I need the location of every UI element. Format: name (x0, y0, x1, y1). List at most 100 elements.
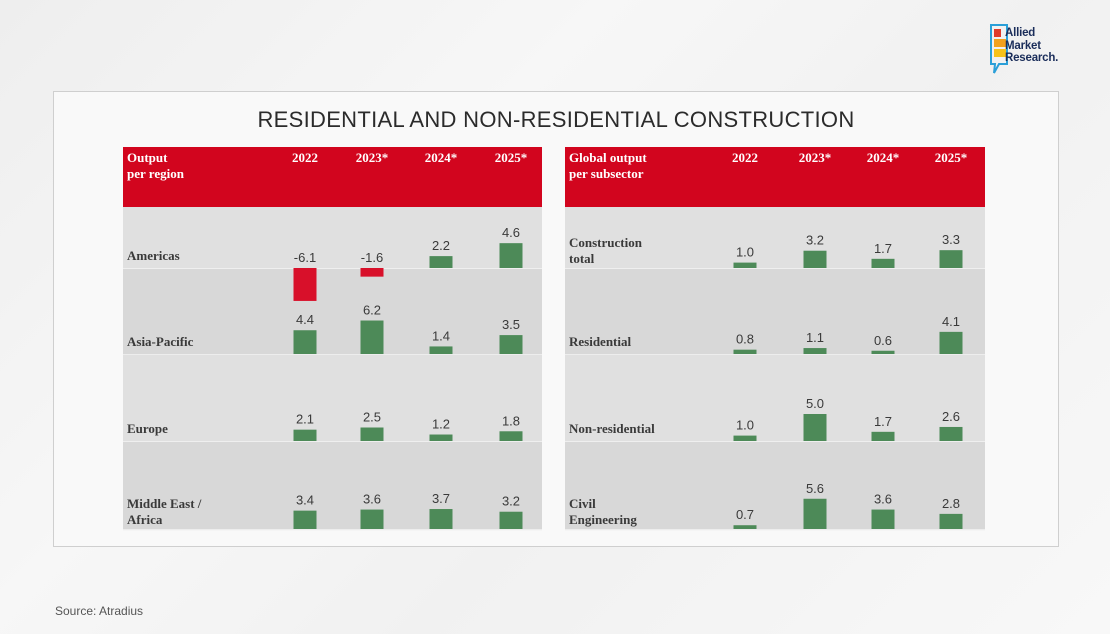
subsector-value-label: 0.6 (874, 333, 892, 348)
region-bar (360, 509, 384, 529)
region-header-label: per region (127, 166, 185, 181)
subsector-value-label: 1.7 (874, 414, 892, 429)
region-header-label: Output (127, 150, 168, 165)
subsector-bar (803, 414, 827, 441)
subsector-bar (803, 348, 827, 354)
region-value-label: 3.5 (502, 317, 520, 332)
subsector-header-bg (565, 147, 985, 207)
region-bar (293, 429, 317, 441)
subsector-value-label: 5.0 (806, 396, 824, 411)
subsector-row-bg (565, 355, 985, 442)
subsector-row-label: Construction (569, 235, 643, 250)
subsector-value-label: 1.1 (806, 330, 824, 345)
subsector-header-label: per subsector (569, 166, 644, 181)
subsector-row-bg (565, 442, 985, 530)
subsector-bar (733, 525, 757, 529)
region-bar (499, 431, 523, 441)
subsector-bar (939, 426, 963, 441)
subsector-bar (939, 513, 963, 529)
region-row-bg (123, 355, 542, 442)
subsector-row-label: total (569, 251, 595, 266)
region-bar (429, 434, 453, 441)
region-row-label: Asia-Pacific (127, 334, 194, 349)
region-value-label: 4.6 (502, 225, 520, 240)
logo-line-1: Allied (1005, 27, 1036, 39)
region-bar (499, 243, 523, 268)
subsector-year-2023-header: 2023* (799, 150, 832, 165)
subsector-bar (733, 262, 757, 268)
region-bar-negative (360, 268, 384, 277)
region-value-label: 3.7 (432, 491, 450, 506)
region-value-label: 3.6 (363, 492, 381, 507)
subsector-value-label: 2.6 (942, 409, 960, 424)
region-bar (429, 256, 453, 268)
region-value-label: 1.8 (502, 413, 520, 428)
region-bar (429, 346, 453, 354)
subsector-bar (803, 250, 827, 268)
region-row-label: Africa (127, 512, 163, 527)
subsector-bar (939, 331, 963, 354)
subsector-bar (871, 350, 895, 354)
region-bar (293, 330, 317, 354)
subsector-value-label: 3.3 (942, 232, 960, 247)
region-value-label: 4.4 (296, 312, 314, 327)
region-value-label: 2.2 (432, 238, 450, 253)
region-value-label: -6.1 (294, 250, 316, 265)
subsector-value-label: 4.1 (942, 314, 960, 329)
subsector-value-label: 1.0 (736, 245, 754, 260)
region-value-label: -1.6 (361, 250, 383, 265)
region-year-2025-header: 2025* (495, 150, 528, 165)
subsector-value-label: 1.0 (736, 418, 754, 433)
subsector-year-2024-header: 2024* (867, 150, 900, 165)
subsector-row-bg (565, 207, 985, 269)
subsector-year-2022-header: 2022 (732, 150, 758, 165)
chart-title: RESIDENTIAL AND NON-RESIDENTIAL CONSTRUC… (257, 107, 855, 132)
region-row-bg (123, 442, 542, 530)
logo-line-2: Market (1005, 39, 1041, 52)
subsector-value-label: 5.6 (806, 481, 824, 496)
subsector-row-bg (565, 269, 985, 355)
subsector-year-2025-header: 2025* (935, 150, 968, 165)
region-value-label: 1.4 (432, 328, 450, 343)
region-value-label: 3.2 (502, 494, 520, 509)
subsector-bar (871, 431, 895, 441)
subsector-value-label: 3.2 (806, 233, 824, 248)
logo-text: Allied Market Research. (1005, 27, 1058, 65)
subsector-row-label: Engineering (569, 512, 637, 527)
region-year-2024-header: 2024* (425, 150, 458, 165)
region-value-label: 2.5 (363, 410, 381, 425)
subsector-row-label: Civil (569, 496, 596, 511)
subsector-bar (871, 258, 895, 268)
subsector-value-label: 1.7 (874, 241, 892, 256)
region-row-label: Middle East / (127, 496, 202, 511)
logo-mark-icon (990, 24, 1008, 74)
subsector-header-label: Global output (569, 150, 647, 165)
subsector-row-label: Residential (569, 334, 632, 349)
subsector-bar (871, 509, 895, 529)
region-row-bg (123, 269, 542, 355)
region-header-bg (123, 147, 542, 207)
region-value-label: 3.4 (296, 493, 314, 508)
region-row-label: Europe (127, 421, 168, 436)
region-bar (499, 335, 523, 354)
region-bar (360, 320, 384, 354)
region-bar-negative (293, 268, 317, 301)
subsector-row-label: Non-residential (569, 421, 655, 436)
subsector-bar (733, 435, 757, 441)
logo-line-3: Research. (1005, 52, 1059, 64)
subsector-bar (803, 498, 827, 529)
subsector-value-label: 0.8 (736, 332, 754, 347)
allied-market-research-logo: Allied Market Research. (990, 22, 1100, 76)
region-row-bg (123, 207, 542, 269)
subsector-value-label: 2.8 (942, 496, 960, 511)
region-bar (499, 511, 523, 529)
region-year-2022-header: 2022 (292, 150, 318, 165)
source-note: Source: Atradius (55, 604, 144, 618)
region-row-label: Americas (127, 248, 180, 263)
region-bar (429, 509, 453, 529)
subsector-bar (733, 349, 757, 354)
region-value-label: 6.2 (363, 303, 381, 318)
region-year-2023-header: 2023* (356, 150, 389, 165)
subsector-value-label: 0.7 (736, 507, 754, 522)
